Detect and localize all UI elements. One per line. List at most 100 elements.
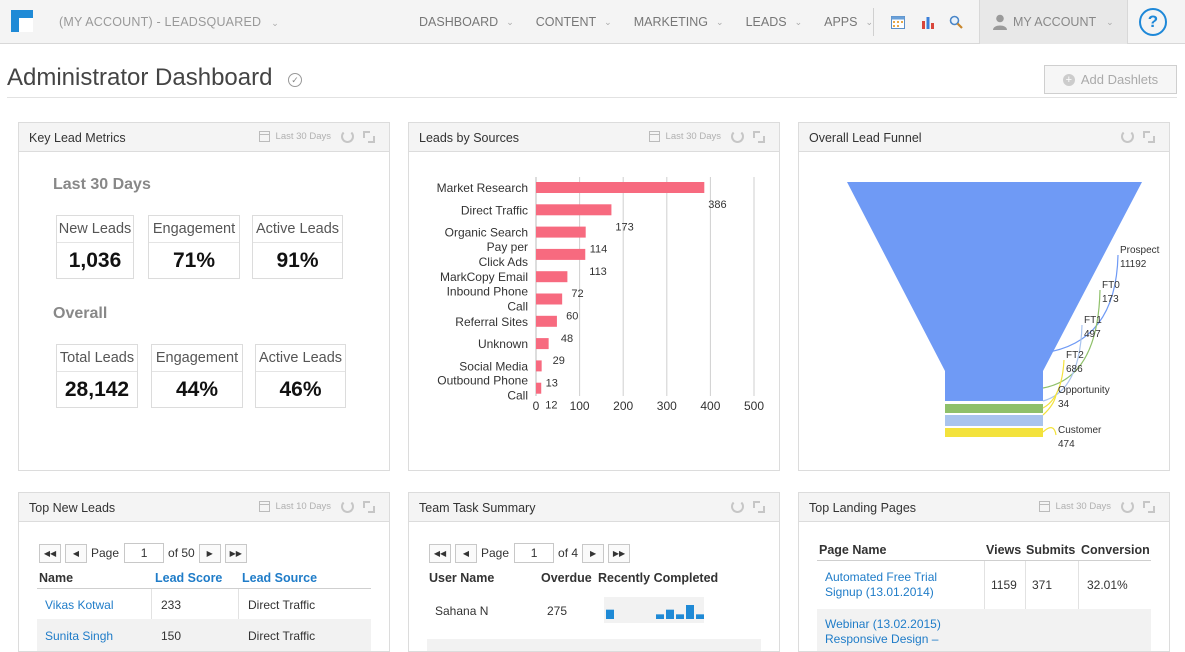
- last-page-button[interactable]: ▶▶: [224, 543, 247, 563]
- chevron-down-icon: ⌄: [794, 16, 803, 27]
- lead-source: Direct Traffic: [248, 598, 316, 612]
- refresh-icon[interactable]: [341, 500, 354, 513]
- calendar-icon[interactable]: [258, 501, 270, 512]
- category-label: Unknown: [478, 337, 528, 351]
- date-range[interactable]: Last 30 Days: [275, 131, 331, 142]
- data-label: 12: [545, 400, 557, 412]
- calendar-icon[interactable]: [648, 131, 660, 142]
- plus-icon: +: [1062, 73, 1075, 86]
- funnel-stage-value: 686: [1066, 364, 1083, 375]
- next-page-button[interactable]: ▶: [198, 543, 221, 563]
- leadsquared-logo-icon[interactable]: [11, 10, 33, 32]
- metric-label: Engagement: [152, 345, 242, 372]
- category-label: MarkCopy Email: [440, 270, 528, 284]
- calendar-grid-icon[interactable]: [891, 15, 905, 29]
- refresh-icon[interactable]: [341, 130, 354, 143]
- task-user-name: Sahana N: [435, 604, 489, 618]
- add-dashlets-button[interactable]: + Add Dashlets: [1044, 65, 1177, 94]
- category-label: Click Ads: [479, 255, 528, 269]
- check-circle-icon[interactable]: ✓: [288, 73, 302, 87]
- nav-content[interactable]: CONTENT ⌄: [525, 0, 623, 44]
- metric-value: 71%: [172, 249, 216, 272]
- bar: [536, 248, 586, 260]
- refresh-icon[interactable]: [731, 130, 744, 143]
- column-header-user-name: User Name: [429, 571, 495, 585]
- column-header-name[interactable]: Name: [39, 571, 74, 585]
- category-label: Direct Traffic: [461, 203, 528, 217]
- overall-section-label: Overall: [53, 305, 108, 322]
- refresh-icon[interactable]: [1121, 500, 1134, 513]
- chevron-down-icon: ⌄: [506, 16, 514, 27]
- nav-dashboard[interactable]: DASHBOARD ⌄: [408, 0, 525, 44]
- first-page-button[interactable]: ◀◀: [429, 543, 451, 563]
- search-icon[interactable]: [949, 15, 963, 29]
- prev-page-button[interactable]: ◀: [65, 543, 87, 563]
- page-input[interactable]: 1: [514, 543, 555, 563]
- bar: [536, 293, 563, 305]
- metric-overall-active-leads: Active Leads 46%: [255, 344, 346, 408]
- next-page-button[interactable]: ▶: [582, 543, 605, 563]
- prev-page-button[interactable]: ◀: [455, 543, 477, 563]
- dashlet-title: Top Landing Pages: [809, 501, 917, 515]
- column-header-views: Views: [986, 543, 1022, 557]
- nav-label: APPS: [824, 15, 858, 29]
- expand-icon[interactable]: [363, 130, 375, 143]
- metric-overall-engagement: Engagement 44%: [151, 344, 243, 408]
- chevron-down-icon: ⌄: [604, 16, 612, 27]
- first-page-button[interactable]: ◀◀: [39, 543, 61, 563]
- date-range[interactable]: Last 30 Days: [665, 131, 721, 142]
- nav-apps[interactable]: APPS ⌄: [813, 0, 884, 44]
- refresh-icon[interactable]: [731, 500, 744, 513]
- metric-new-leads: New Leads 1,036: [56, 215, 134, 279]
- dashlet-header: Key Lead Metrics Last 30 Days: [19, 123, 389, 152]
- metric-value: 44%: [175, 378, 219, 401]
- sparkline-bar: [666, 609, 674, 619]
- dashlet-header: Team Task Summary: [409, 493, 779, 522]
- bar-chart-icon[interactable]: [921, 15, 935, 29]
- landing-page-link[interactable]: Automated Free Trial Signup (13.01.2014): [825, 570, 938, 599]
- expand-icon[interactable]: [1143, 130, 1155, 143]
- funnel-stage-label: Customer: [1058, 425, 1102, 436]
- last-page-button[interactable]: ▶▶: [608, 543, 631, 563]
- my-account-menu[interactable]: MY ACCOUNT ⌄: [979, 0, 1128, 44]
- table-row-alt: [427, 639, 761, 651]
- title-divider: [7, 97, 1177, 98]
- metric-value: 28,142: [64, 378, 130, 401]
- category-label: Call: [507, 300, 528, 314]
- help-icon[interactable]: ?: [1139, 8, 1167, 36]
- expand-icon[interactable]: [363, 500, 375, 513]
- funnel-connector: [1042, 427, 1057, 436]
- calendar-icon[interactable]: [1038, 501, 1050, 512]
- column-header-lead-source[interactable]: Lead Source: [242, 571, 318, 585]
- nav-leads[interactable]: LEADS ⌄: [735, 0, 814, 44]
- add-dashlets-label: Add Dashlets: [1080, 72, 1159, 87]
- metric-label: Active Leads: [253, 216, 342, 243]
- table-header-rule: [37, 588, 371, 589]
- expand-icon[interactable]: [1143, 500, 1155, 513]
- date-range[interactable]: Last 10 Days: [275, 501, 331, 512]
- date-range[interactable]: Last 30 Days: [1055, 501, 1111, 512]
- funnel-stage-prospect: [847, 182, 1142, 401]
- column-header-lead-score[interactable]: Lead Score: [155, 571, 223, 585]
- funnel-connector: [1042, 394, 1057, 416]
- bar: [536, 315, 557, 327]
- task-overdue-count: 275: [547, 604, 568, 618]
- lead-name-link[interactable]: Vikas Kotwal: [45, 598, 114, 612]
- dashlet-tools: Last 30 Days: [648, 130, 765, 143]
- dashlet-title: Key Lead Metrics: [29, 131, 126, 145]
- sparkline-bar: [606, 609, 614, 619]
- calendar-icon[interactable]: [258, 131, 270, 142]
- nav-label: LEADS: [745, 15, 787, 29]
- category-label: Call: [507, 389, 528, 403]
- expand-icon[interactable]: [753, 500, 765, 513]
- sparkline-bar: [676, 614, 684, 619]
- expand-icon[interactable]: [753, 130, 765, 143]
- column-divider: [1078, 561, 1079, 651]
- refresh-icon[interactable]: [1121, 130, 1134, 143]
- account-switcher[interactable]: (MY ACCOUNT) - LEADSQUARED ⌄: [59, 15, 279, 29]
- nav-marketing[interactable]: MARKETING ⌄: [623, 0, 735, 44]
- team-task-summary-dashlet: Team Task Summary ◀◀ ◀ Page 1 of 4 ▶ ▶▶ …: [408, 492, 780, 652]
- page-input[interactable]: 1: [124, 543, 165, 563]
- chevron-down-icon: ⌄: [716, 16, 724, 27]
- lead-name-link[interactable]: Sunita Singh: [45, 629, 114, 643]
